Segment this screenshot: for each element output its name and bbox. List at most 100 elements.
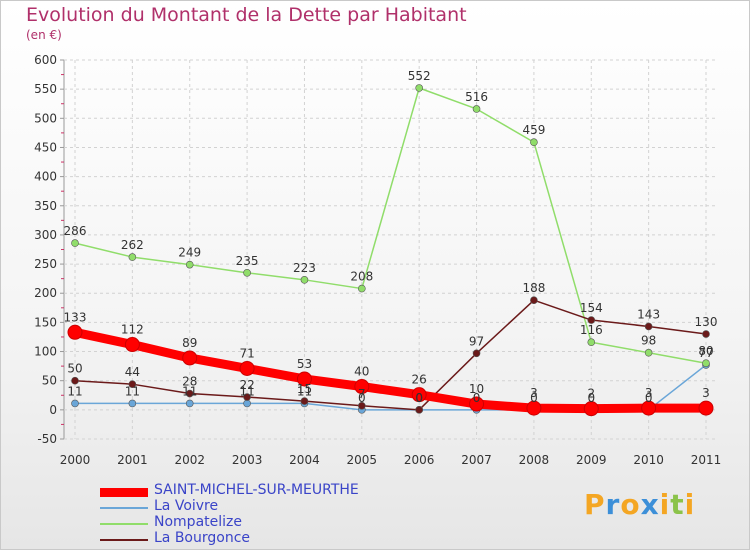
data-label: 7 xyxy=(358,387,366,401)
logo-letter: i xyxy=(659,488,671,521)
data-point xyxy=(185,399,194,408)
y-tick-label: 400 xyxy=(34,170,57,184)
data-point xyxy=(71,376,79,385)
x-tick-label: 2001 xyxy=(117,453,148,467)
y-tick-label: 0 xyxy=(49,403,57,417)
data-point xyxy=(300,397,309,405)
data-point xyxy=(526,400,542,416)
data-point xyxy=(71,239,79,247)
data-label: 116 xyxy=(580,323,603,337)
data-label: 286 xyxy=(64,224,87,238)
data-point xyxy=(358,284,366,293)
legend-swatch xyxy=(100,539,148,541)
data-label: 89 xyxy=(182,336,197,350)
data-label: 40 xyxy=(354,365,369,379)
data-label: 98 xyxy=(641,334,656,348)
data-label: 53 xyxy=(297,357,312,371)
data-label: 0 xyxy=(587,391,595,405)
data-label: 28 xyxy=(182,375,197,389)
y-tick-label: 250 xyxy=(34,257,57,271)
data-label: 0 xyxy=(415,391,423,405)
y-tick-label: 100 xyxy=(34,345,57,359)
x-tick-label: 2007 xyxy=(461,453,492,467)
x-tick-label: 2005 xyxy=(347,453,378,467)
legend-swatch xyxy=(100,487,148,497)
data-point xyxy=(587,316,596,324)
chart-subtitle: (en €) xyxy=(26,28,62,42)
data-point xyxy=(124,337,140,353)
data-label: 2 xyxy=(587,387,595,401)
data-point xyxy=(354,379,370,395)
data-point xyxy=(702,330,710,338)
data-point xyxy=(415,406,423,414)
y-tick-label: 450 xyxy=(34,140,57,154)
data-label: 11 xyxy=(67,384,82,398)
x-tick-label: 2006 xyxy=(404,453,435,467)
data-point xyxy=(698,400,714,416)
data-label: 3 xyxy=(645,386,653,400)
data-label: 97 xyxy=(469,334,484,348)
series-line-2 xyxy=(74,87,707,364)
data-point xyxy=(411,387,427,403)
data-label: 0 xyxy=(645,391,653,405)
data-point xyxy=(128,253,137,261)
logo-letter: i xyxy=(684,488,696,521)
data-label: 0 xyxy=(415,391,423,405)
data-point xyxy=(67,324,83,340)
data-point xyxy=(300,276,309,284)
y-tick-label: 300 xyxy=(34,228,57,242)
data-label: 154 xyxy=(580,301,603,315)
legend-swatch xyxy=(100,523,148,525)
data-label: 71 xyxy=(239,346,254,360)
y-tick-label: 500 xyxy=(34,111,57,125)
legend-label: SAINT-MICHEL-SUR-MEURTHE xyxy=(154,482,359,498)
data-label: 235 xyxy=(236,254,259,268)
x-tick-label: 2008 xyxy=(519,453,550,467)
x-tick-label: 2004 xyxy=(289,453,320,467)
data-point xyxy=(415,84,423,92)
y-tick-label: -50 xyxy=(37,432,57,446)
x-tick-label: 2003 xyxy=(232,453,263,467)
data-label: 22 xyxy=(239,378,254,392)
logo-letter: o xyxy=(620,488,641,521)
data-label: 11 xyxy=(182,384,197,398)
x-tick-label: 2009 xyxy=(576,453,607,467)
data-label: 143 xyxy=(637,307,660,321)
data-label: 3 xyxy=(530,386,538,400)
data-label: 133 xyxy=(64,310,87,324)
x-tick-label: 2010 xyxy=(633,453,664,467)
data-point xyxy=(587,338,596,347)
data-label: 44 xyxy=(125,365,140,379)
data-point xyxy=(296,371,312,387)
proxiti-logo: Proxiti xyxy=(584,488,695,521)
data-point xyxy=(644,322,653,331)
data-label: 112 xyxy=(121,323,144,337)
data-point xyxy=(185,260,194,269)
data-point xyxy=(71,399,79,408)
y-tick-label: 550 xyxy=(34,82,57,96)
y-tick-label: 600 xyxy=(34,53,57,67)
data-point xyxy=(472,105,481,113)
data-point xyxy=(644,348,653,357)
data-point xyxy=(182,350,198,366)
legend-label: La Bourgonce xyxy=(154,530,251,546)
data-point xyxy=(583,401,599,417)
x-tick-label: 2011 xyxy=(691,453,722,467)
data-label: 0 xyxy=(358,391,366,405)
data-label: 26 xyxy=(412,373,427,387)
data-point xyxy=(128,380,137,388)
x-tick-label: 2000 xyxy=(60,453,91,467)
data-label: 516 xyxy=(465,90,488,104)
data-point xyxy=(128,399,137,408)
y-tick-label: 200 xyxy=(34,286,57,300)
data-point xyxy=(641,400,657,416)
data-label: 10 xyxy=(469,382,484,396)
legend-label: La Voivre xyxy=(154,498,219,514)
series-line-3 xyxy=(74,299,707,411)
data-label: 50 xyxy=(67,362,82,376)
data-point xyxy=(243,393,251,401)
logo-letter: r xyxy=(605,488,621,521)
chart-title: Evolution du Montant de la Dette par Hab… xyxy=(26,4,467,26)
data-label: 552 xyxy=(408,69,431,83)
